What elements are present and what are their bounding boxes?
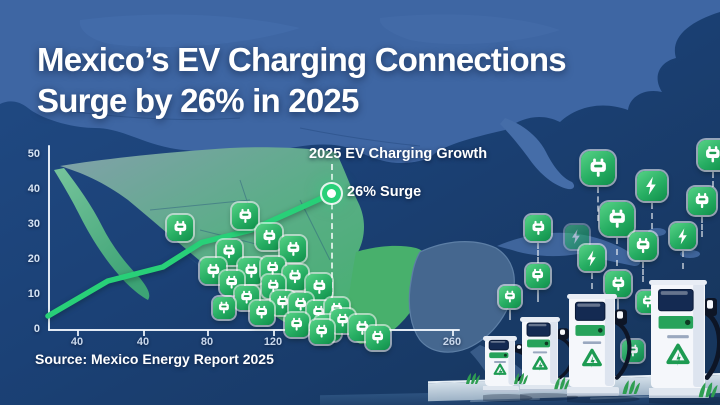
x-tick-mark [207,330,209,336]
x-tick-label: 260 [442,336,462,348]
y-tick-label: 20 [27,253,40,265]
x-tick-mark [273,330,275,336]
x-tick-mark [143,330,145,336]
x-tick-label: 40 [70,336,84,348]
headline-line-2: Surge by 26% in 2025 [37,82,359,120]
y-tick-label: 40 [27,183,40,195]
baja-peninsula [54,168,150,300]
callout-badge: 26% Surge [347,184,422,200]
y-tick-label: 0 [33,323,40,335]
yucatan-peninsula [408,241,515,353]
source-text: Mexico Energy Report 2025 [91,351,274,367]
headline: Mexico’s EV Charging Connections Surge b… [37,40,567,122]
x-axis-line [48,329,460,331]
headline-line-1: Mexico’s EV Charging Connections [37,41,567,79]
y-axis-line [48,145,50,331]
y-tick-label: 30 [27,218,40,230]
x-tick-mark [452,330,454,336]
source-prefix: Source: [35,351,88,367]
y-tick-label: 50 [27,148,40,160]
x-tick-label: 40 [136,336,150,348]
x-tick-label: 120 [263,336,283,348]
callout-title: 2025 EV Charging Growth [309,146,488,162]
callout-dashed-line [330,164,333,298]
florida-peninsula [500,118,575,190]
y-tick-label: 10 [27,288,40,300]
source-note: Source: Mexico Energy Report 2025 [35,351,274,367]
x-tick-label: 80 [200,336,214,348]
data-point-marker [327,189,337,198]
x-tick-mark [77,330,79,336]
